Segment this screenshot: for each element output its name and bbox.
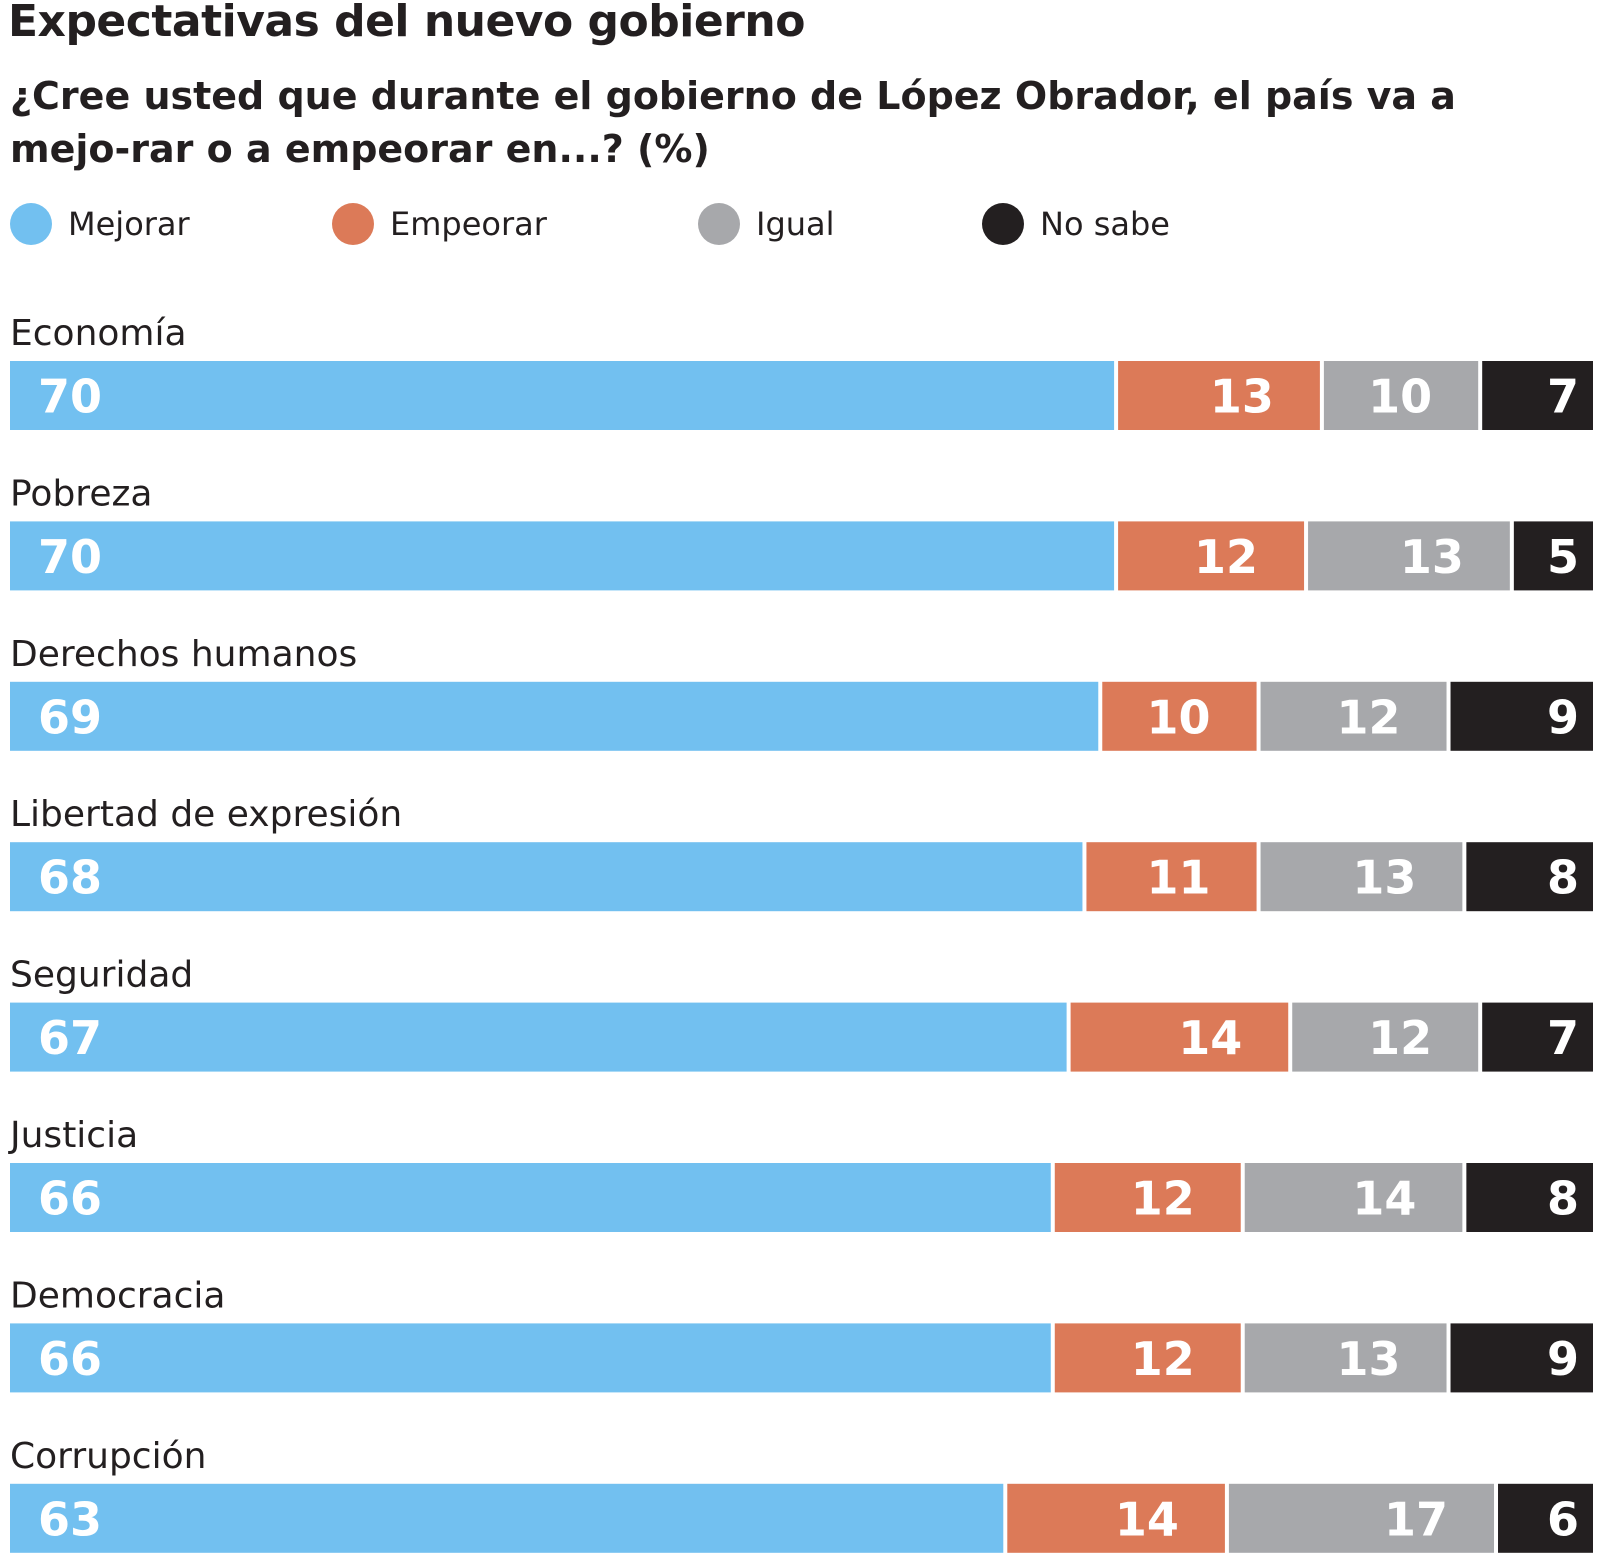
bar-segment-libertad-de-expresion-mejorar	[10, 842, 1083, 912]
value-label-economia-empeorar: 13	[1210, 370, 1274, 424]
value-label-pobreza-igual: 13	[1400, 530, 1464, 584]
value-label-corrupcion-igual: 17	[1384, 1492, 1448, 1546]
bar-segment-corrupcion-empeorar	[1007, 1483, 1225, 1553]
value-label-justicia-empeorar: 12	[1131, 1172, 1195, 1226]
value-label-pobreza-mejorar: 70	[38, 530, 102, 584]
bar-segment-libertad-de-expresion-igual	[1260, 842, 1463, 912]
bar-segment-seguridad-no-sabe	[1482, 1002, 1593, 1072]
legend-swatch-igual	[698, 203, 740, 245]
value-label-libertad-de-expresion-no-sabe: 8	[1547, 851, 1579, 905]
legend-label-no-sabe: No sabe	[1040, 205, 1170, 243]
value-label-democracia-empeorar: 12	[1131, 1332, 1195, 1386]
value-label-libertad-de-expresion-empeorar: 11	[1147, 851, 1211, 905]
bar-segment-libertad-de-expresion-no-sabe	[1466, 842, 1593, 912]
value-label-seguridad-igual: 12	[1368, 1011, 1432, 1065]
bar-segment-pobreza-empeorar	[1118, 521, 1305, 591]
category-label-democracia: Democracia	[10, 1275, 225, 1316]
bar-segment-derechos-humanos-empeorar	[1102, 681, 1257, 751]
value-label-libertad-de-expresion-mejorar: 68	[38, 851, 102, 905]
category-label-justicia: Justicia	[8, 1115, 138, 1156]
legend-item-mejorar: Mejorar	[10, 202, 190, 246]
category-label-seguridad: Seguridad	[10, 955, 193, 996]
legend-label-empeorar: Empeorar	[390, 205, 547, 243]
legend: Mejorar Empeorar Igual No sabe	[10, 202, 1310, 246]
legend-label-igual: Igual	[756, 205, 835, 243]
value-label-libertad-de-expresion-igual: 13	[1352, 851, 1416, 905]
value-label-economia-mejorar: 70	[38, 370, 102, 424]
legend-swatch-empeorar	[332, 203, 374, 245]
bar-segment-justicia-igual	[1244, 1163, 1463, 1232]
chart-subtitle: ¿Cree usted que durante el gobierno de L…	[10, 74, 1456, 171]
bar-segment-democracia-igual	[1244, 1323, 1447, 1393]
value-label-seguridad-mejorar: 67	[38, 1011, 102, 1065]
bar-segment-pobreza-no-sabe	[1513, 521, 1593, 591]
value-label-justicia-igual: 14	[1352, 1172, 1416, 1226]
bar-segment-corrupcion-no-sabe	[1498, 1483, 1593, 1553]
value-label-economia-no-sabe: 7	[1547, 370, 1579, 424]
bar-segment-derechos-humanos-no-sabe	[1450, 681, 1593, 751]
category-label-economia: Economía	[10, 313, 187, 354]
bar-segment-democracia-mejorar	[10, 1323, 1051, 1393]
bar-segment-seguridad-mejorar	[10, 1002, 1067, 1072]
legend-item-igual: Igual	[698, 202, 835, 246]
value-label-democracia-no-sabe: 9	[1547, 1332, 1579, 1386]
bar-segment-seguridad-igual	[1292, 1002, 1479, 1072]
category-label-pobreza: Pobreza	[10, 473, 152, 514]
legend-item-empeorar: Empeorar	[332, 202, 547, 246]
bar-segment-economia-no-sabe	[1482, 361, 1593, 430]
value-label-economia-igual: 10	[1368, 370, 1432, 424]
bar-segment-pobreza-igual	[1308, 521, 1510, 591]
value-label-corrupcion-mejorar: 63	[38, 1492, 102, 1546]
value-label-seguridad-no-sabe: 7	[1547, 1011, 1579, 1065]
value-label-corrupcion-no-sabe: 6	[1547, 1492, 1579, 1546]
bar-segment-pobreza-mejorar	[10, 521, 1115, 591]
bar-segment-corrupcion-igual	[1228, 1483, 1495, 1553]
value-label-derechos-humanos-igual: 12	[1337, 690, 1401, 744]
bar-segment-seguridad-empeorar	[1070, 1002, 1289, 1072]
value-label-pobreza-empeorar: 12	[1194, 530, 1258, 584]
bar-segment-economia-mejorar	[10, 361, 1115, 430]
category-label-derechos-humanos: Derechos humanos	[10, 634, 357, 675]
bar-segment-democracia-no-sabe	[1450, 1323, 1593, 1393]
bar-segment-democracia-empeorar	[1054, 1323, 1241, 1393]
bar-segment-justicia-empeorar	[1054, 1163, 1241, 1232]
bar-segment-justicia-mejorar	[10, 1163, 1051, 1232]
value-label-corrupcion-empeorar: 14	[1115, 1492, 1179, 1546]
value-label-democracia-mejorar: 66	[38, 1332, 102, 1386]
value-label-derechos-humanos-no-sabe: 9	[1547, 690, 1579, 744]
bar-segment-derechos-humanos-igual	[1260, 681, 1447, 751]
legend-swatch-mejorar	[10, 203, 52, 245]
bar-segment-economia-igual	[1323, 361, 1479, 430]
bar-segment-corrupcion-mejorar	[10, 1483, 1004, 1553]
bar-segment-libertad-de-expresion-empeorar	[1086, 842, 1257, 912]
value-label-pobreza-no-sabe: 5	[1547, 530, 1579, 584]
value-label-derechos-humanos-empeorar: 10	[1147, 690, 1211, 744]
legend-swatch-no-sabe	[982, 203, 1024, 245]
category-label-corrupcion: Corrupción	[10, 1436, 206, 1477]
value-label-derechos-humanos-mejorar: 69	[38, 690, 102, 744]
legend-item-no-sabe: No sabe	[982, 202, 1170, 246]
category-label-libertad-de-expresion: Libertad de expresión	[10, 794, 402, 835]
legend-label-mejorar: Mejorar	[68, 205, 190, 243]
chart-title: Expectativas del nuevo gobierno	[8, 0, 805, 47]
bar-segment-justicia-no-sabe	[1466, 1163, 1593, 1232]
value-label-justicia-no-sabe: 8	[1547, 1172, 1579, 1226]
value-label-democracia-igual: 13	[1337, 1332, 1401, 1386]
bar-segment-economia-empeorar	[1118, 361, 1320, 430]
value-label-justicia-mejorar: 66	[38, 1172, 102, 1226]
value-label-seguridad-empeorar: 14	[1178, 1011, 1242, 1065]
bar-segment-derechos-humanos-mejorar	[10, 681, 1099, 751]
